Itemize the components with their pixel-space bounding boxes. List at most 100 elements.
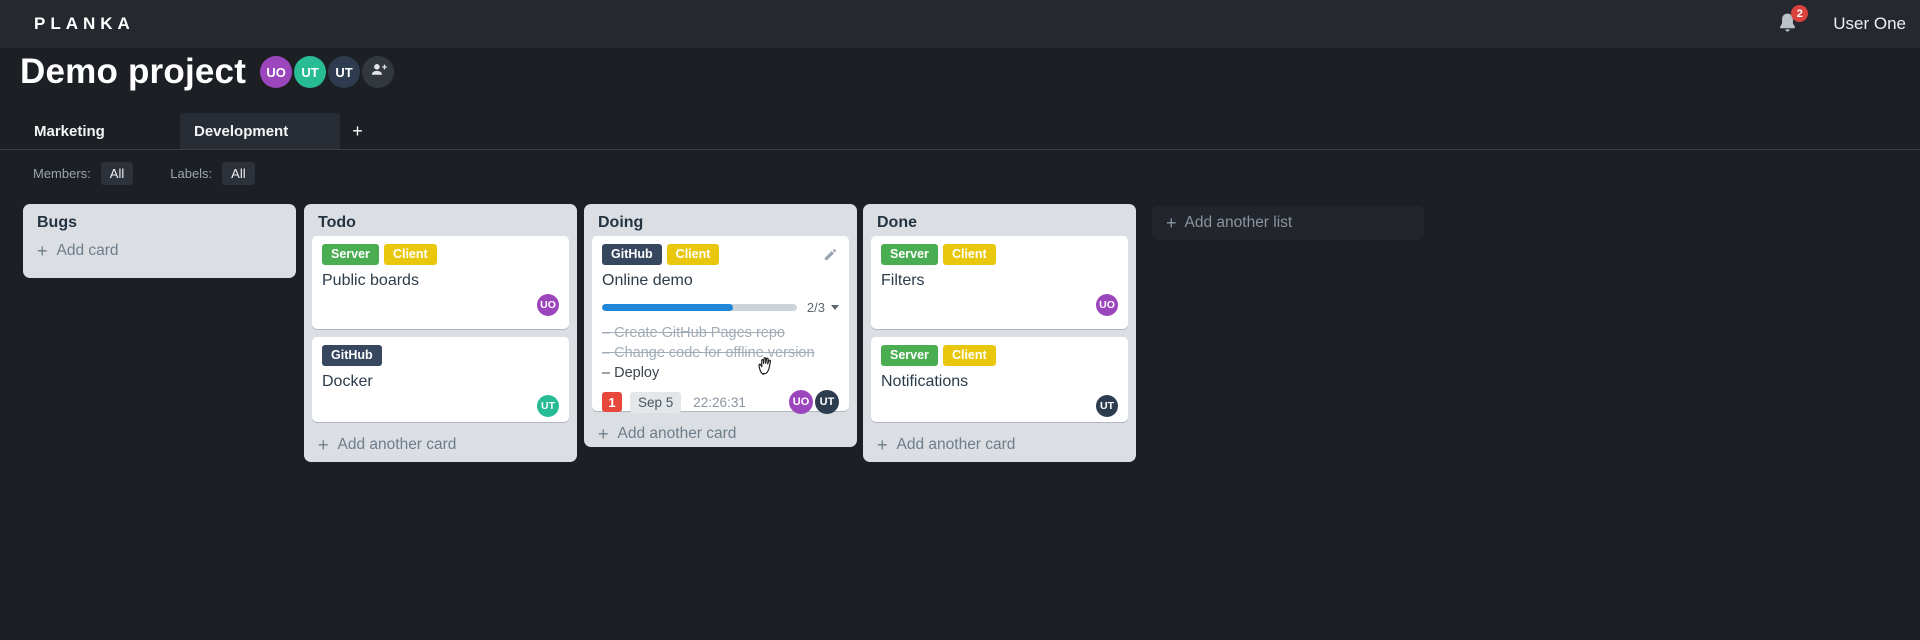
add-card-button[interactable]: + Add another card <box>863 430 1136 462</box>
label-chip[interactable]: Server <box>881 244 938 265</box>
project-title[interactable]: Demo project <box>20 52 247 91</box>
labels-filter-value[interactable]: All <box>222 162 255 185</box>
add-member-button[interactable] <box>362 56 395 88</box>
members-filter-value[interactable]: All <box>100 162 134 185</box>
top-bar: PLANKA 2 User One <box>0 0 1920 48</box>
card-title: Docker <box>322 373 373 390</box>
timer-badge[interactable]: 22:26:31 <box>693 394 746 410</box>
add-card-label: Add another card <box>896 436 1016 453</box>
cards-container: Server Client Filters UO Server Client N… <box>863 236 1136 422</box>
label-chip[interactable]: Client <box>942 244 996 265</box>
list-title[interactable]: Todo <box>318 214 356 231</box>
add-list-button[interactable]: + Add another list <box>1152 206 1424 240</box>
cards-container: Server Client Public boards UO GitHub Do… <box>304 236 577 422</box>
plus-icon: + <box>1166 213 1177 233</box>
list-title[interactable]: Doing <box>598 214 644 231</box>
tab-development[interactable]: Development <box>180 113 340 149</box>
label-row: Server Client <box>881 345 1118 366</box>
avatar[interactable]: UT <box>1096 395 1118 417</box>
add-list-label: Add another list <box>1184 214 1293 231</box>
card-members: UO <box>881 294 1118 316</box>
notification-count-badge: 2 <box>1791 5 1809 22</box>
filter-bar: Members: All Labels: All <box>33 162 255 185</box>
label-row: Server Client <box>881 244 1118 265</box>
pencil-icon <box>823 248 838 266</box>
card-notifications[interactable]: Server Client Notifications UT <box>871 337 1128 422</box>
add-card-label: Add another card <box>617 425 737 442</box>
card-notification-badge: 1 <box>602 392 622 412</box>
card-filters[interactable]: Server Client Filters UO <box>871 236 1128 329</box>
list-todo: Todo Server Client Public boards UO GitH… <box>304 204 577 462</box>
add-board-button[interactable]: + <box>340 113 384 149</box>
card-title: Notifications <box>881 373 969 390</box>
label-chip[interactable]: GitHub <box>322 345 382 366</box>
label-chip[interactable]: Client <box>383 244 437 265</box>
user-menu[interactable]: User One <box>1833 14 1906 33</box>
task-item: Create GitHub Pages repo <box>602 323 839 343</box>
card-members: UO UT <box>787 390 839 414</box>
add-card-label: Add another card <box>337 436 457 453</box>
label-chip[interactable]: Server <box>881 345 938 366</box>
label-chip[interactable]: Server <box>322 244 379 265</box>
planka-logo[interactable]: PLANKA <box>34 14 135 33</box>
members-filter-label: Members: <box>33 166 91 181</box>
list-title[interactable]: Bugs <box>37 214 77 231</box>
topbar-right: 2 User One <box>1775 0 1906 48</box>
avatar[interactable]: UO <box>1096 294 1118 316</box>
list-done: Done Server Client Filters UO Server Cli… <box>863 204 1136 462</box>
label-row: GitHub Client <box>602 244 839 265</box>
cards-container: GitHub Client Online demo 2/3 Create Git… <box>584 236 857 414</box>
add-card-button[interactable]: + Add card <box>23 236 296 272</box>
label-row: GitHub <box>322 345 559 366</box>
avatar[interactable]: UT <box>815 390 839 414</box>
card-docker[interactable]: GitHub Docker UT <box>312 337 569 422</box>
card-title: Online demo <box>602 272 693 289</box>
label-chip[interactable]: Client <box>942 345 996 366</box>
card-online-demo[interactable]: GitHub Client Online demo 2/3 Create Git… <box>592 236 849 414</box>
project-members: UO UT UT <box>260 56 395 88</box>
task-item: Change code for offline version <box>602 343 839 363</box>
board-tabs: Marketing Development + <box>0 113 1920 150</box>
label-chip[interactable]: GitHub <box>602 244 662 265</box>
card-public-boards[interactable]: Server Client Public boards UO <box>312 236 569 329</box>
chevron-down-icon[interactable] <box>831 305 839 310</box>
tasks-progress[interactable]: 2/3 <box>602 300 839 315</box>
card-members: UO <box>322 294 559 316</box>
plus-icon: + <box>352 121 363 141</box>
due-date-badge[interactable]: Sep 5 <box>630 391 682 413</box>
avatar[interactable]: UT <box>294 56 327 88</box>
card-meta-row: 1 Sep 5 22:26:31 UO UT <box>602 390 839 414</box>
add-card-label: Add card <box>56 242 119 259</box>
add-card-button[interactable]: + Add another card <box>304 430 577 462</box>
tab-marketing[interactable]: Marketing <box>34 122 105 140</box>
label-row: Server Client <box>322 244 559 265</box>
plus-icon: + <box>37 241 48 261</box>
avatar[interactable]: UO <box>260 56 293 88</box>
avatar[interactable]: UT <box>537 395 559 417</box>
labels-filter-label: Labels: <box>170 166 213 181</box>
avatar[interactable]: UO <box>789 390 813 414</box>
progress-bar <box>602 304 797 311</box>
plus-icon: + <box>877 435 888 455</box>
card-members: UT <box>322 395 559 417</box>
progress-fill <box>602 304 733 311</box>
plus-icon: + <box>598 424 609 444</box>
edit-card-button[interactable] <box>823 247 838 262</box>
list-bugs: Bugs + Add card <box>23 204 296 278</box>
project-header: Demo project UO UT UT <box>20 52 395 92</box>
person-add-icon <box>369 60 388 84</box>
list-title[interactable]: Done <box>877 214 917 231</box>
card-title: Filters <box>881 272 925 289</box>
plus-icon: + <box>318 435 329 455</box>
avatar[interactable]: UO <box>537 294 559 316</box>
card-members: UT <box>881 395 1118 417</box>
avatar[interactable]: UT <box>328 56 361 88</box>
task-item: Deploy <box>602 363 839 383</box>
progress-count: 2/3 <box>806 300 825 315</box>
task-list: Create GitHub Pages repo Change code for… <box>602 323 839 383</box>
label-chip[interactable]: Client <box>666 244 720 265</box>
notifications-bell-button[interactable]: 2 <box>1775 5 1809 37</box>
add-card-button[interactable]: + Add another card <box>584 419 857 447</box>
card-title: Public boards <box>322 272 419 289</box>
list-doing: Doing GitHub Client Online demo 2/3 <box>584 204 857 447</box>
